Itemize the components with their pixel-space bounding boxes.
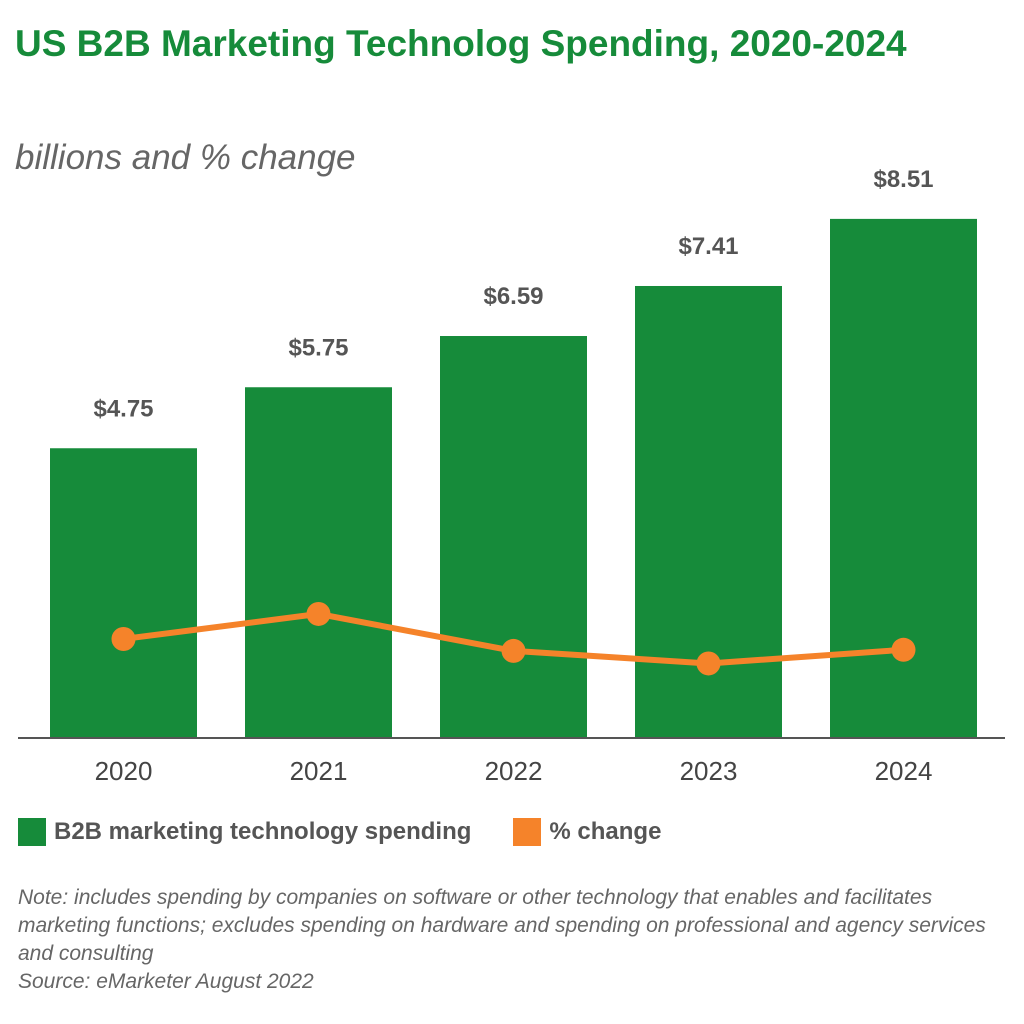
change-point-2020: [111, 626, 136, 651]
chart-subtitle: billions and % change: [15, 138, 356, 177]
change-point-2021: [306, 601, 331, 626]
x-tick-2023: 2023: [680, 756, 738, 786]
x-tick-2022: 2022: [485, 756, 543, 786]
note-text: Note: includes spending by companies on …: [18, 886, 986, 965]
bar-2020: [50, 448, 197, 738]
footnote: Note: includes spending by companies on …: [18, 884, 1008, 996]
legend-label-change: % change: [549, 818, 662, 845]
bar-label-2022: $6.59: [483, 283, 543, 310]
chart-area: $4.75 2020 $5.75 2021 $6.59 2022 $7.41 2023 $8.5…: [18, 166, 1005, 786]
bar-label-2023: $7.41: [678, 233, 738, 260]
bar-label-2024: $8.51: [873, 166, 933, 193]
change-point-2023: [696, 651, 721, 676]
legend: B2B marketing technology spending % chan…: [18, 818, 661, 846]
x-tick-2021: 2021: [290, 756, 348, 786]
change-point-2024: [891, 637, 916, 662]
change-point-2022: [501, 638, 526, 663]
legend-swatch-spending: [18, 818, 46, 846]
x-tick-2024: 2024: [875, 756, 933, 786]
bar-label-2021: $5.75: [288, 334, 348, 361]
bar-2021: [245, 387, 392, 738]
source-text: Source: eMarketer August 2022: [18, 970, 314, 993]
legend-swatch-change: [513, 818, 542, 846]
chart-title: US B2B Marketing Technolog Spending, 202…: [15, 23, 907, 64]
bar-2022: [440, 336, 587, 738]
legend-label-spending: B2B marketing technology spending: [54, 818, 472, 845]
bar-label-2020: $4.75: [93, 395, 153, 422]
x-tick-2020: 2020: [95, 756, 153, 786]
